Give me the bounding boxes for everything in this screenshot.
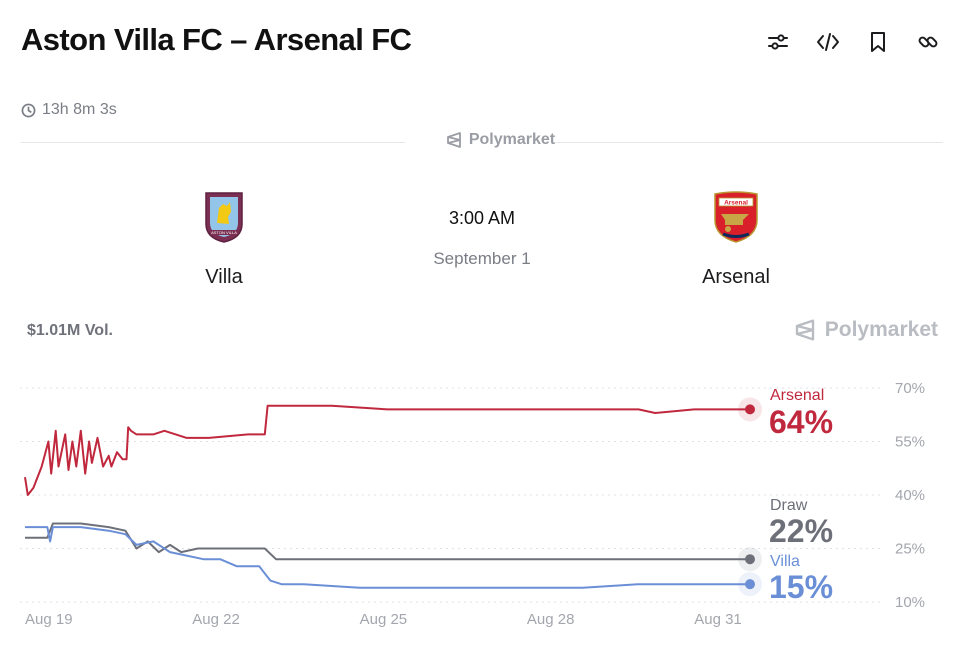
arsenal-endpoint	[745, 404, 755, 415]
y-tick-label: 40%	[895, 487, 925, 504]
link-icon[interactable]	[912, 26, 944, 58]
draw-series-line	[25, 522, 750, 561]
clock-icon	[21, 103, 36, 117]
arsenal-legend-value: 64%	[769, 404, 833, 440]
embed-code-icon[interactable]	[812, 26, 844, 58]
x-tick-label: Aug 22	[192, 611, 240, 628]
timer-text: 13h 8m 3s	[42, 101, 117, 118]
draw-legend-value: 22%	[769, 513, 833, 549]
polymarket-logo-icon	[446, 132, 461, 148]
villa-legend-value: 15%	[769, 569, 833, 605]
y-tick-label: 55%	[895, 434, 925, 451]
polymarket-watermark-label: Polymarket	[824, 318, 938, 341]
filter-icon[interactable]	[762, 26, 794, 58]
away-team[interactable]: Arsenal Arsenal	[636, 190, 836, 289]
polymarket-watermark[interactable]: Polymarket	[793, 318, 938, 342]
home-team[interactable]: ASTON VILLA Villa	[124, 190, 324, 289]
market-volume: $1.01M Vol.	[27, 322, 113, 339]
villa-legend-name: Villa	[770, 553, 800, 570]
draw-endpoint	[745, 554, 755, 565]
x-tick-label: Aug 25	[360, 611, 408, 628]
kickoff-date: September 1	[433, 249, 531, 268]
arsenal-crest-icon: Arsenal	[714, 191, 758, 243]
kickoff-time: 3:00 AM	[448, 208, 516, 228]
villa-series-line	[25, 526, 750, 589]
x-tick-label: Aug 28	[527, 611, 575, 628]
draw-legend-name: Draw	[770, 497, 808, 514]
villa-endpoint	[745, 579, 755, 590]
page-title: Aston Villa FC – Arsenal FC	[21, 22, 412, 57]
brand-divider: Polymarket	[21, 131, 943, 155]
polymarket-logo-icon	[795, 319, 814, 341]
odds-chart[interactable]: 70% 55% 40% 25% 10% Aug 19 Aug 22 Aug 25 Aug 28 A…	[0, 360, 968, 648]
toolbar	[762, 26, 944, 58]
y-tick-label: 70%	[895, 380, 925, 397]
y-tick-label: 10%	[895, 594, 925, 611]
polymarket-label: Polymarket	[468, 131, 556, 148]
countdown-timer: 13h 8m 3s	[21, 101, 117, 119]
x-tick-label: Aug 19	[25, 611, 73, 628]
svg-text:ASTON VILLA: ASTON VILLA	[211, 230, 237, 235]
bookmark-icon[interactable]	[862, 26, 894, 58]
away-team-name: Arsenal	[702, 266, 770, 288]
aston-villa-crest-icon: ASTON VILLA	[205, 192, 243, 243]
home-team-name: Villa	[205, 266, 243, 288]
kickoff: 3:00 AM September 1	[382, 208, 582, 269]
arsenal-series-line	[24, 404, 750, 496]
polymarket-brand[interactable]: Polymarket	[425, 131, 575, 149]
svg-text:Arsenal: Arsenal	[724, 200, 748, 207]
y-tick-label: 25%	[895, 541, 925, 558]
arsenal-legend-name: Arsenal	[770, 387, 824, 404]
x-tick-label: Aug 31	[694, 611, 742, 628]
